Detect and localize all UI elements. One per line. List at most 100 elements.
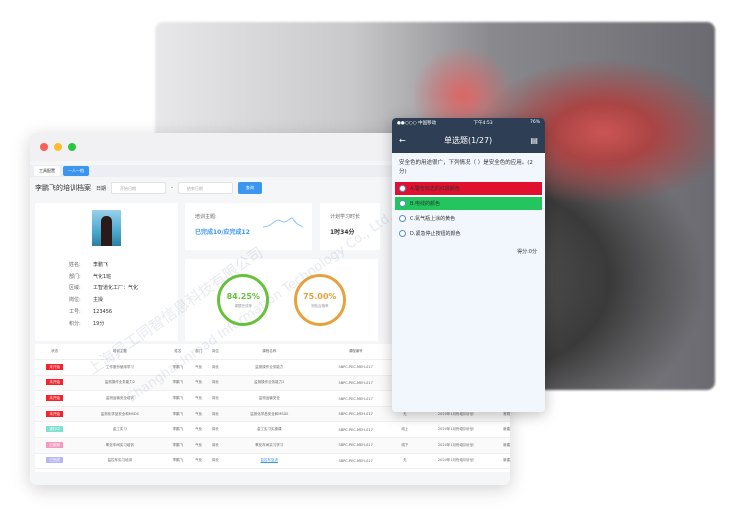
course-completion-ring: 84.25% 课题完成率 [217,274,270,326]
status-badge: 未开始 [46,363,63,370]
profile-field: 部门: 气化1班 [69,272,178,284]
radio-icon[interactable] [399,230,406,237]
profile-field: 岗位: 主操 [69,295,178,307]
table-cell: 岗长 [207,437,224,454]
table-cell: 监测操作业务能力2 [223,375,315,392]
status-bar: ●●○○○ 中国移动 下午4:53 76% [392,118,545,128]
table-cell: 2020年1月份培训计划 [413,437,499,454]
topic-value: 已完成10/应完成12 [195,229,250,236]
answer-card-icon[interactable]: ▤ [530,136,538,145]
column-header[interactable]: 岗位 [207,344,224,361]
query-button[interactable]: 查询 [237,182,262,194]
table-cell: 新建 [498,421,510,439]
field-label: 部门: [69,273,81,280]
table-cell: 气化 [190,437,208,454]
table-cell: 监控车复训 [223,453,315,470]
table-cell: 李鹏飞 [165,421,191,439]
mobile-quiz-screen: ●●○○○ 中国移动 下午4:53 76% ← 单选题(1/27) ▤ 安全色的用途… [392,118,545,412]
test-pass-ring: 75.00% 测验合格率 [293,274,346,326]
topic-label: 培训主题: [195,214,217,220]
profile-field: 积分: 19分 [69,319,178,331]
score: 得分:0分 [517,249,537,255]
battery: 76% [529,120,540,125]
ring-value: 75.00% [303,291,337,301]
table-row[interactable]: 已完成 监控车实习培训 李鹏飞 气化 岗长 监控车复训 SBPC-PEC-MEH-017 无 2… [35,453,510,470]
table-cell: 氧化车间实习学习 [223,437,315,454]
radio-icon[interactable] [399,185,406,192]
field-value: 123456 [93,308,113,315]
table-cell: 岗长 [207,421,224,439]
table-cell: 线下 [396,437,414,454]
field-value: 工智道化工厂：气化 [93,285,139,292]
option-label: C.氮气瓶上涂的黄色 [410,216,456,222]
column-header[interactable]: 姓名 [165,344,191,361]
table-cell: 岗长 [207,453,224,470]
table-cell: 监测运输安全培训 [74,390,166,407]
topic-card: 培训主题: 已完成10/应完成12 [185,203,312,250]
field-value: 李鹏飞 [93,262,109,268]
column-header[interactable]: 培训主题 [74,344,166,361]
table-cell: 监测运输安全 [223,390,315,407]
start-date-input[interactable]: 开始日期 [111,182,167,194]
table-cell: 李鹏飞 [165,359,191,376]
table-cell: 监测化学品安全和MSDS [74,406,166,423]
table-cell: 无 [396,453,414,470]
quiz-nav: ← 单选题(1/27) ▤ [392,128,545,153]
table-cell: SBPC-PEC-MEH-017 [314,406,397,423]
column-header[interactable]: 状态 [35,344,75,361]
field-label: 积分: [69,320,81,327]
table-cell: 2020年1月份培训计划 [413,453,499,470]
answer-option[interactable]: C.氮气瓶上涂的黄色 [395,212,542,225]
back-arrow-icon[interactable]: ← [399,136,406,145]
profile-field: 姓名: 李鹏飞 [69,260,178,272]
radio-icon[interactable] [399,200,406,207]
page-title: 李鹏飞的培训档案 [35,184,91,192]
minimize-dot[interactable] [54,143,62,151]
tab-tool-config[interactable]: 工具配置 [34,166,60,176]
table-cell: SBPC-PEC-MEH-017 [314,453,397,470]
table-cell: 岗长 [207,359,224,376]
maximize-dot[interactable] [68,143,76,151]
column-header[interactable]: 课程编号 [314,344,397,361]
field-label: 区域: [69,285,81,292]
table-row[interactable]: 已逾期 氧化车间实习培训 李鹏飞 气化 岗长 氧化车间实习学习 SBPC-PEC-MEH-0… [35,437,510,454]
status-badge: 进行中 [46,426,63,433]
radio-icon[interactable] [399,215,406,222]
hours-value: 1时34分 [330,229,355,236]
table-cell: 气化 [190,406,208,423]
field-value: 气化1班 [93,273,112,280]
status-badge: 已完成 [46,457,63,464]
answer-option[interactable]: A.警告标志的红底颜色 [395,182,542,195]
table-cell: 线上 [396,421,414,439]
tab-archive[interactable]: 一人一档 [63,166,89,176]
profile-card: 姓名: 李鹏飞部门: 气化1班区域: 工智道化工厂：气化岗位: 主操 工号: 123456 积… [35,203,178,341]
profile-field: 工号: 123456 [69,307,178,319]
table-cell: 李鹏飞 [165,390,191,407]
table-cell: 岗长 [207,390,224,407]
answer-option[interactable]: B.电线的颜色 [395,197,542,210]
table-cell: 气化 [190,375,208,392]
table-cell: 岗长 [207,375,224,392]
ring-label: 测验合格率 [311,303,329,308]
table-cell: 气化 [190,390,208,407]
table-cell: SBPC-PEC-MEH-017 [314,437,397,454]
hours-card: 计划学习时长 1时34分 [320,203,380,250]
end-date-input[interactable]: 结束日期 [177,182,233,194]
answer-option[interactable]: D.紧急停止按钮的颜色 [395,227,542,240]
column-header[interactable]: 部门 [190,344,208,361]
status-badge: 未开始 [46,395,63,402]
sparkline [263,217,303,228]
column-header[interactable]: 课程名称 [223,344,315,361]
ring-value: 84.25% [226,291,260,301]
rate-card: 84.25% 课题完成率 75.00% 测验合格率 [185,259,378,341]
date-label: 日期 [96,185,107,192]
table-cell: 李鹏飞 [165,375,191,392]
table-cell: SBPC-PEC-MEH-017 [314,390,397,407]
status-badge: 未开始 [46,379,63,386]
table-cell: 金工实习 [74,421,166,439]
table-cell: 岗长 [207,406,224,423]
field-label: 姓名: [69,262,81,268]
table-row[interactable]: 进行中 金工实习 李鹏飞 气化 岗长 金工实习实操课 SBPC-PEC-MEH-017 线上 2… [35,421,510,439]
tab-bar: 工具配置 一人一档 [30,165,510,177]
close-dot[interactable] [40,143,48,151]
